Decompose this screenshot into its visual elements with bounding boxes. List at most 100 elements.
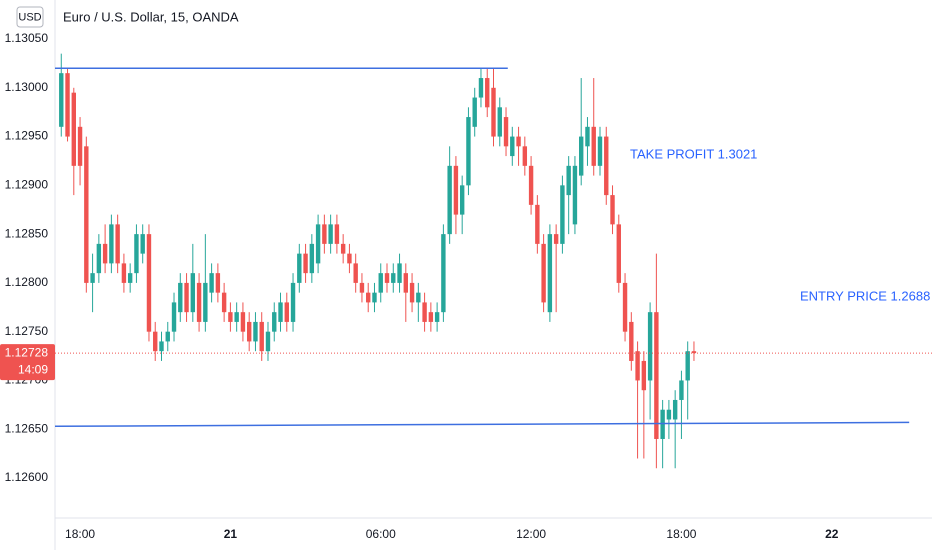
candle-body [466, 117, 471, 186]
candle-body [59, 73, 64, 127]
candle-body [403, 273, 408, 293]
candle-body [453, 165, 459, 215]
chart-title: Euro / U.S. Dollar, 15, OANDA [63, 9, 239, 24]
candle-body [610, 195, 615, 225]
y-tick-label: 1.12900 [5, 178, 49, 192]
candle-body [459, 185, 465, 215]
annotation: TAKE PROFIT 1.3021 [630, 146, 757, 161]
candle-body [90, 273, 95, 283]
candle-body [84, 146, 89, 283]
candle-body [234, 312, 239, 322]
candle-body [203, 282, 208, 322]
candle-body [472, 97, 477, 127]
candle-body [134, 234, 139, 274]
candle-body [153, 331, 158, 352]
x-tick-label: 18:00 [65, 527, 95, 541]
x-tick-label: 06:00 [366, 527, 396, 541]
candle-body [184, 282, 189, 313]
candle-body [497, 107, 502, 137]
candle-body [359, 282, 365, 293]
candle-body [478, 78, 484, 98]
x-tick-label: 22 [825, 527, 839, 541]
candle-body [416, 292, 421, 303]
candle-body [535, 204, 540, 244]
candle-body [372, 292, 377, 303]
candle-body [491, 87, 496, 137]
candle-body [510, 136, 515, 157]
candle-body [309, 243, 315, 274]
candle-body [265, 331, 271, 352]
candle-body [246, 321, 252, 342]
candle-body [77, 126, 83, 166]
y-tick-label: 1.12850 [5, 226, 49, 240]
candle-body [616, 224, 621, 283]
candle-body [290, 282, 296, 322]
candle-body [660, 409, 665, 439]
currency: USD [18, 11, 41, 23]
candle-body [447, 165, 452, 235]
candle-body [422, 302, 427, 322]
candle-body [209, 273, 214, 293]
candle-body [334, 224, 340, 244]
y-tick-label: 1.13050 [5, 31, 49, 45]
y-tick-label: 1.13000 [5, 80, 49, 94]
candle-body [109, 224, 114, 264]
candle-body [685, 351, 690, 381]
candle-body [159, 341, 164, 352]
candle-body [366, 292, 371, 303]
candle-body [579, 136, 584, 176]
candle-body [604, 136, 609, 196]
candle-body [397, 263, 402, 283]
candle-body [672, 399, 678, 420]
candle-body [284, 302, 289, 322]
candle-body [378, 273, 383, 293]
candle-body [303, 253, 308, 274]
candle-body [215, 273, 221, 293]
candle-body [428, 312, 434, 322]
candle-body [165, 331, 170, 342]
candle-body [65, 73, 70, 137]
candle-body [278, 302, 283, 322]
candle-body [127, 273, 133, 283]
candle-body [297, 253, 302, 283]
currency-box [16, 6, 44, 28]
candle-body [259, 321, 264, 352]
candle-body [647, 312, 653, 381]
candle-body [441, 234, 446, 313]
x-tick-label: 12:00 [516, 527, 546, 541]
candle-body [253, 321, 258, 342]
candle-body [228, 312, 233, 322]
candle-body [315, 224, 321, 264]
y-tick-label: 1.12950 [5, 129, 49, 143]
candle-body [121, 263, 127, 283]
candle-body [522, 146, 528, 166]
candle-body [196, 282, 202, 322]
candle-body [679, 380, 684, 400]
candle-body [272, 312, 277, 332]
y-tick-label: 1.12800 [5, 275, 49, 289]
candle-body [566, 165, 571, 196]
candle-body [635, 351, 640, 381]
candle-body [553, 234, 559, 244]
candle-body [434, 312, 440, 322]
candle-body [391, 273, 396, 283]
candle-body [328, 224, 333, 244]
last-price-label: 1.12728 [5, 345, 49, 359]
candle-body [240, 312, 246, 332]
candle-body [340, 243, 346, 254]
annotation: ENTRY PRICE 1.2688 [800, 288, 930, 303]
candle-body [516, 136, 521, 147]
candle-body [71, 92, 76, 166]
x-tick-label: 18:00 [666, 527, 696, 541]
y-tick-label: 1.12650 [5, 421, 49, 435]
candle-body [541, 243, 546, 303]
candle-body [353, 263, 358, 283]
candle-body [221, 292, 227, 313]
candle-body [190, 273, 196, 313]
candle-body [322, 224, 327, 244]
candle-body [585, 126, 590, 147]
candle-body [140, 234, 145, 254]
candle-body [528, 165, 534, 205]
candle-body [102, 243, 108, 264]
